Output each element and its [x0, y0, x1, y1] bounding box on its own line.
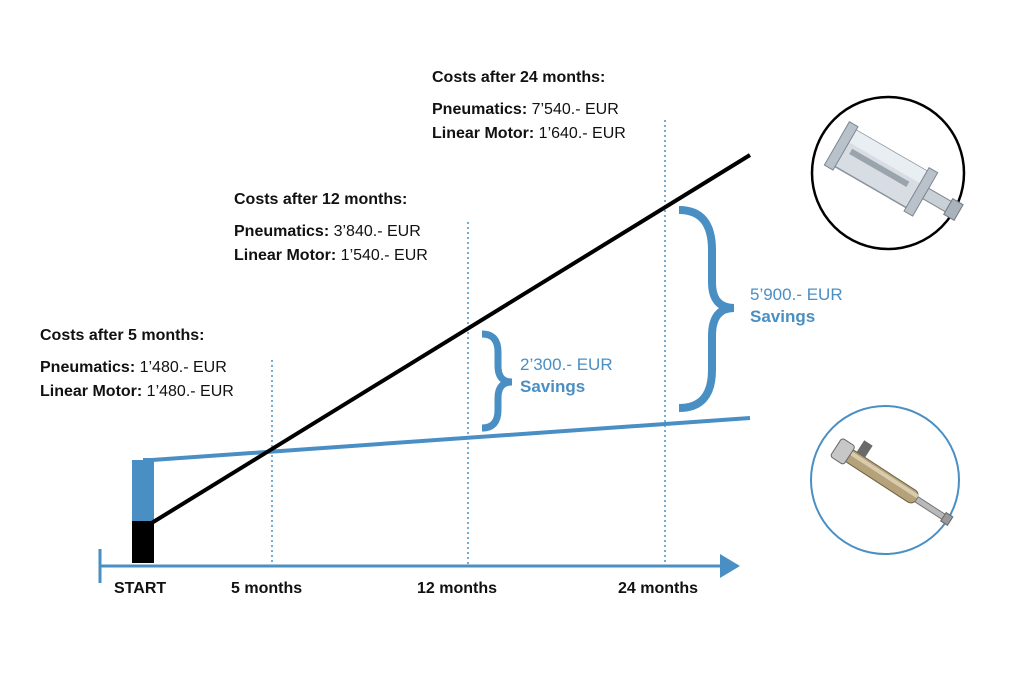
- x-axis-arrow-icon: [720, 554, 740, 578]
- savings-24-months: 5’900.- EUR Savings: [750, 284, 843, 328]
- savings-brace-24-months: [678, 206, 735, 412]
- linear-motor-value: 1’480.- EUR: [146, 383, 234, 400]
- cost-block-12-months: Costs after 12 months: Pneumatics: 3’840…: [234, 188, 428, 268]
- pneumatics-cost-row: Pneumatics: 1’480.- EUR: [40, 356, 234, 380]
- cost-block-5-months: Costs after 5 months: Pneumatics: 1’480.…: [40, 324, 234, 404]
- tick-start: START: [114, 580, 167, 597]
- linear-motor-cost-line: [143, 416, 751, 462]
- tick-24-months: 24 months: [618, 580, 699, 597]
- tick-5-months: 5 months: [231, 580, 303, 597]
- pneumatics-label: Pneumatics:: [234, 223, 330, 240]
- cost-block-title: Costs after 24 months:: [432, 69, 606, 86]
- linear-motor-value: 1’540.- EUR: [340, 247, 428, 264]
- linear-motor-label: Linear Motor:: [40, 383, 143, 400]
- pneumatics-cost-row: Pneumatics: 3’840.- EUR: [234, 220, 428, 244]
- linear-motor-cost-row: Linear Motor: 1’640.- EUR: [432, 122, 626, 146]
- cost-block-title: Costs after 5 months:: [40, 327, 205, 344]
- savings-amount: 2’300.- EUR: [520, 355, 613, 374]
- pneumatics-label: Pneumatics:: [432, 101, 528, 118]
- cost-block-24-months: Costs after 24 months: Pneumatics: 7’540…: [432, 66, 626, 146]
- pneumatic-cylinder-icon: [810, 95, 966, 251]
- linear-start-bar: [132, 460, 154, 522]
- linear-motor-label: Linear Motor:: [234, 247, 337, 264]
- linear-motor-label: Linear Motor:: [432, 125, 535, 142]
- pneumatic-start-bar: [132, 521, 154, 563]
- linear-motor-icon: [810, 405, 960, 555]
- linear-motor-value: 1’640.- EUR: [538, 125, 626, 142]
- tick-12-months: 12 months: [417, 580, 498, 597]
- pneumatics-value: 3’840.- EUR: [333, 223, 421, 240]
- savings-amount: 5’900.- EUR: [750, 285, 843, 304]
- linear-motor-cost-row: Linear Motor: 1’540.- EUR: [234, 244, 428, 268]
- pneumatics-cost-line: [148, 153, 752, 526]
- savings-12-months: 2’300.- EUR Savings: [520, 354, 613, 398]
- pneumatics-value: 1’480.- EUR: [139, 359, 227, 376]
- cost-block-title: Costs after 12 months:: [234, 191, 408, 208]
- savings-label: Savings: [520, 377, 586, 396]
- savings-label: Savings: [750, 307, 816, 326]
- pneumatics-cost-row: Pneumatics: 7’540.- EUR: [432, 98, 626, 122]
- pneumatics-label: Pneumatics:: [40, 359, 136, 376]
- savings-brace-12-months: [481, 330, 513, 432]
- pneumatics-value: 7’540.- EUR: [531, 101, 619, 118]
- linear-motor-cost-row: Linear Motor: 1’480.- EUR: [40, 380, 234, 404]
